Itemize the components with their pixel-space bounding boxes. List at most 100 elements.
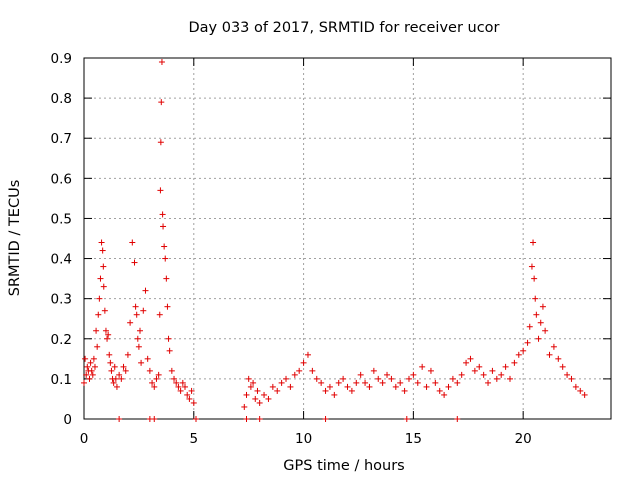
data-point [568, 375, 575, 382]
data-point [445, 383, 452, 390]
data-point [133, 311, 140, 318]
data-point [116, 371, 123, 378]
data-point [113, 383, 120, 390]
data-point [127, 319, 134, 326]
data-point [256, 416, 263, 422]
data-point [138, 359, 145, 366]
data-point [375, 375, 382, 382]
data-point [157, 139, 164, 146]
data-point [163, 275, 170, 282]
data-point [104, 335, 111, 342]
data-point [252, 395, 259, 402]
data-point [102, 327, 109, 334]
data-point [427, 367, 434, 374]
data-point [537, 319, 544, 326]
data-point [118, 375, 125, 382]
data-point [326, 383, 333, 390]
data-point [471, 367, 478, 374]
data-point [84, 363, 91, 370]
data-point [572, 383, 579, 390]
data-point [247, 383, 254, 390]
data-point [87, 359, 94, 366]
data-point [283, 375, 290, 382]
data-point [520, 347, 527, 354]
y-tick-label: 0.1 [51, 372, 72, 388]
data-point [463, 359, 470, 366]
data-point [98, 239, 105, 246]
y-axis-title: SRMTID / TECUs [7, 180, 23, 297]
data-point [110, 379, 117, 386]
data-point [577, 387, 584, 394]
data-point [331, 391, 338, 398]
data-point [135, 343, 142, 350]
data-point [436, 387, 443, 394]
data-point [165, 335, 172, 342]
data-point [564, 371, 571, 378]
data-point [99, 247, 106, 254]
data-point [171, 375, 178, 382]
data-point [533, 311, 540, 318]
data-point [243, 416, 250, 422]
data-point [124, 351, 131, 358]
data-point [362, 379, 369, 386]
data-point [175, 383, 182, 390]
data-point [140, 307, 147, 314]
data-point [161, 243, 168, 250]
data-point [112, 375, 119, 382]
data-point [93, 327, 100, 334]
data-point [559, 363, 566, 370]
data-point [122, 367, 129, 374]
data-point [388, 375, 395, 382]
data-point [449, 375, 456, 382]
data-point [322, 387, 329, 394]
data-point [531, 275, 538, 282]
data-point [528, 263, 535, 270]
data-point [515, 351, 522, 358]
data-point [313, 375, 320, 382]
data-point [480, 371, 487, 378]
data-point [190, 399, 197, 406]
data-point [182, 383, 189, 390]
data-point [403, 416, 410, 422]
data-point [95, 311, 102, 318]
data-point [155, 371, 162, 378]
data-point [250, 379, 257, 386]
y-tick-label: 0.2 [51, 332, 72, 348]
data-point [524, 339, 531, 346]
data-point [91, 363, 98, 370]
data-point [96, 295, 103, 302]
data-point [485, 379, 492, 386]
data-point [274, 387, 281, 394]
data-point [100, 263, 107, 270]
data-point [241, 403, 248, 410]
data-point [188, 387, 195, 394]
data-point [81, 379, 87, 386]
y-tick-label: 0.3 [51, 292, 72, 308]
data-point [111, 363, 118, 370]
y-tick-label: 0.4 [51, 252, 72, 268]
data-point [309, 367, 316, 374]
data-point [287, 383, 294, 390]
data-point [532, 295, 539, 302]
data-point [454, 416, 461, 422]
data-point [120, 363, 127, 370]
data-point [192, 416, 199, 422]
x-tick-label: 20 [515, 431, 532, 447]
data-point [149, 379, 156, 386]
data-point [90, 355, 97, 362]
data-point [101, 307, 108, 314]
data-point [353, 379, 360, 386]
x-tick-label: 0 [80, 431, 89, 447]
data-point [151, 416, 158, 422]
data-point [441, 391, 448, 398]
data-point [83, 371, 90, 378]
data-point [82, 355, 89, 362]
chart-title: Day 033 of 2017, SRMTID for receiver uco… [188, 20, 499, 36]
data-point [243, 391, 250, 398]
data-point [158, 59, 165, 66]
data-point [136, 327, 143, 334]
data-point [158, 99, 165, 106]
data-point [146, 367, 153, 374]
